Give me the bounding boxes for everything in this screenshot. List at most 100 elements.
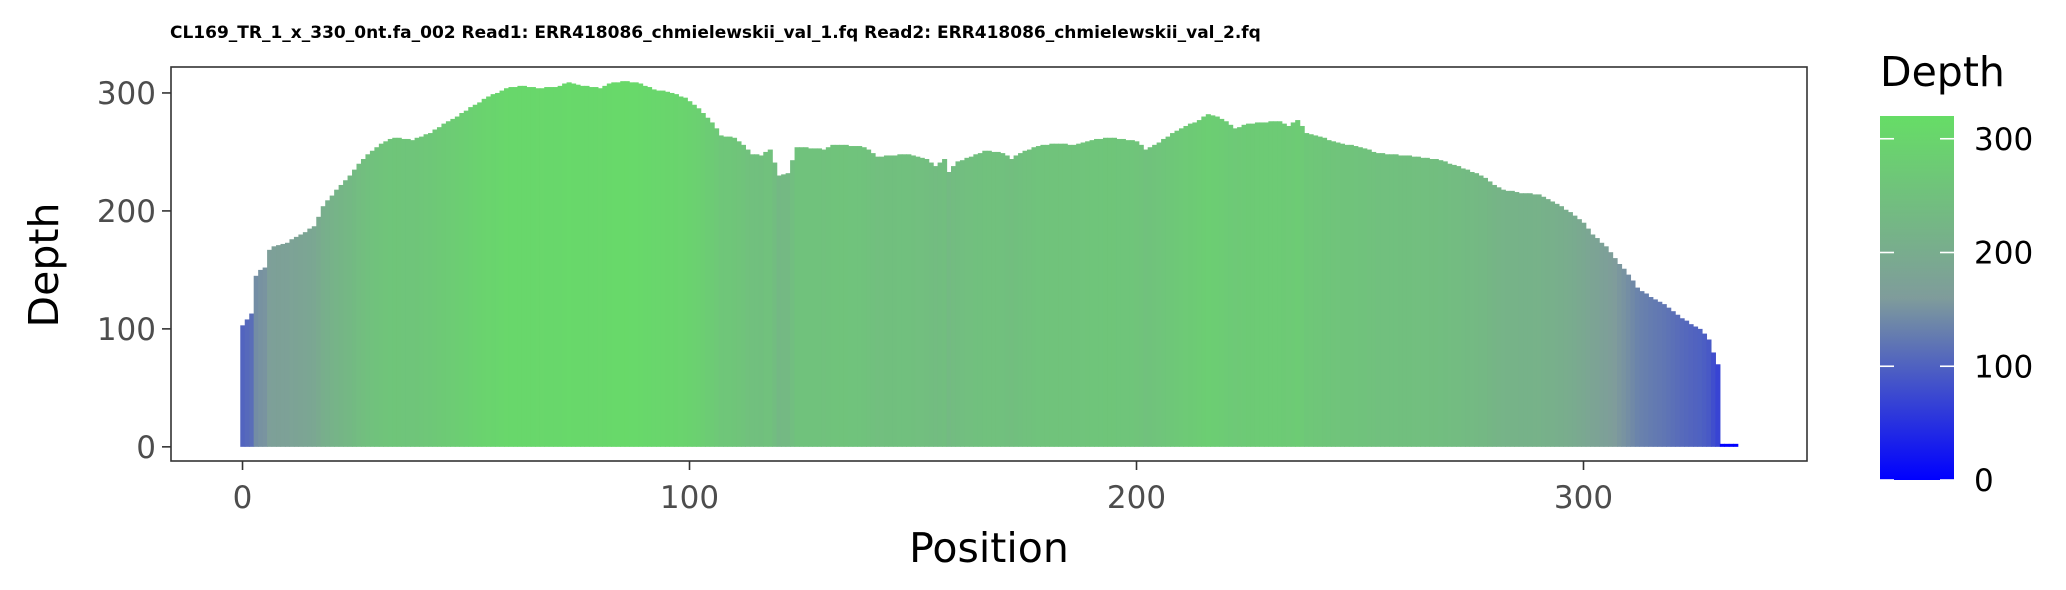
depth-bar <box>392 137 398 447</box>
depth-bar <box>436 127 443 447</box>
depth-bar <box>1313 135 1319 447</box>
depth-bar <box>450 118 456 447</box>
legend: Depth 0 100 200 300 <box>1880 48 2033 499</box>
depth-bar <box>539 88 545 447</box>
depth-bar <box>1174 130 1180 447</box>
depth-bar <box>624 81 630 447</box>
depth-bar <box>562 83 568 447</box>
depth-bar <box>1657 301 1663 447</box>
x-tick-label: 100 <box>660 480 719 516</box>
depth-bar <box>736 141 742 447</box>
depth-bar <box>1299 125 1305 447</box>
legend-tick-label: 200 <box>1974 236 2033 272</box>
depth-bar <box>669 92 675 447</box>
legend-ticks: 0 100 200 300 <box>1880 122 2033 499</box>
depth-bar <box>821 149 827 447</box>
depth-bar <box>1143 149 1149 447</box>
depth-bar <box>428 133 434 447</box>
depth-bar <box>1621 268 1627 447</box>
depth-bar <box>1210 115 1216 447</box>
depth-bar <box>772 162 778 447</box>
depth-bar <box>1549 201 1556 447</box>
depth-bar <box>311 226 317 447</box>
depth-bar <box>553 87 559 447</box>
depth-bar <box>1228 124 1234 447</box>
depth-bar <box>1608 252 1614 447</box>
depth-bar <box>1612 258 1618 447</box>
depth-bar <box>459 113 465 447</box>
depth-bar <box>1706 339 1712 447</box>
depth-bar <box>401 138 407 447</box>
depth-bar <box>678 96 684 447</box>
x-axis-title: Position <box>909 524 1069 572</box>
depth-bar <box>1330 141 1337 447</box>
depth-bar <box>682 97 688 447</box>
depth-bar <box>517 85 523 447</box>
depth-bar <box>1308 134 1314 447</box>
depth-bar <box>1523 193 1529 447</box>
depth-bar <box>1482 177 1488 447</box>
depth-bar <box>325 200 331 447</box>
depth-bar <box>1469 171 1475 447</box>
depth-bar <box>781 174 787 447</box>
depth-bar <box>825 147 831 447</box>
plot-panel-border <box>170 66 1808 462</box>
depth-bar <box>740 144 746 447</box>
y-axis-title: Depth <box>20 203 68 328</box>
depth-bar <box>1304 133 1310 447</box>
depth-bar <box>521 85 527 447</box>
depth-bar <box>343 180 349 447</box>
depth-bar <box>1205 114 1211 447</box>
legend-title: Depth <box>1880 48 2005 96</box>
depth-bar <box>267 249 273 447</box>
depth-bar <box>1366 149 1372 447</box>
depth-bar <box>1201 116 1207 447</box>
depth-bar <box>709 122 715 447</box>
depth-bar <box>857 146 863 447</box>
depth-bar <box>807 148 814 447</box>
depth-bar <box>1250 123 1256 447</box>
depth-bar <box>544 87 550 447</box>
depth-bar <box>1147 147 1153 447</box>
depth-bar <box>1183 125 1189 447</box>
depth-bar <box>1473 173 1480 447</box>
depth-bar <box>1451 164 1457 447</box>
depth-bar <box>1393 154 1399 447</box>
depth-bar <box>700 113 706 447</box>
depth-bar <box>731 137 738 447</box>
depth-bar <box>463 110 469 447</box>
x-axis: 0 100 200 300 <box>233 461 1613 516</box>
depth-bar <box>642 85 648 447</box>
depth-bar <box>1456 166 1462 447</box>
depth-bar <box>1594 238 1600 447</box>
depth-bar <box>1625 274 1632 447</box>
depth-bar <box>1679 318 1685 447</box>
depth-bar <box>727 136 733 447</box>
depth-bar <box>1590 234 1596 447</box>
depth-bar <box>1491 184 1497 447</box>
depth-bar <box>714 128 720 447</box>
depth-bar <box>374 147 380 447</box>
depth-bar <box>1478 175 1484 447</box>
depth-bar <box>1384 154 1390 447</box>
depth-bar <box>1080 142 1086 447</box>
depth-bar <box>1067 144 1073 447</box>
depth-bar <box>481 98 487 447</box>
depth-bar <box>816 148 822 447</box>
depth-bar <box>723 136 729 447</box>
depth-bar <box>776 175 782 447</box>
depth-bar <box>1138 144 1144 447</box>
depth-bar <box>1295 120 1301 447</box>
y-tick-label: 100 <box>97 312 156 348</box>
depth-bar <box>1026 149 1033 447</box>
depth-bar <box>1156 142 1162 447</box>
depth-bar <box>1402 155 1408 447</box>
depth-bar <box>495 92 501 447</box>
depth-bar <box>445 121 451 447</box>
depth-bar <box>1375 153 1381 447</box>
depth-bar <box>1272 121 1278 447</box>
depth-bar <box>253 275 259 447</box>
depth-bar <box>387 138 393 447</box>
depth-bar <box>1268 121 1274 447</box>
